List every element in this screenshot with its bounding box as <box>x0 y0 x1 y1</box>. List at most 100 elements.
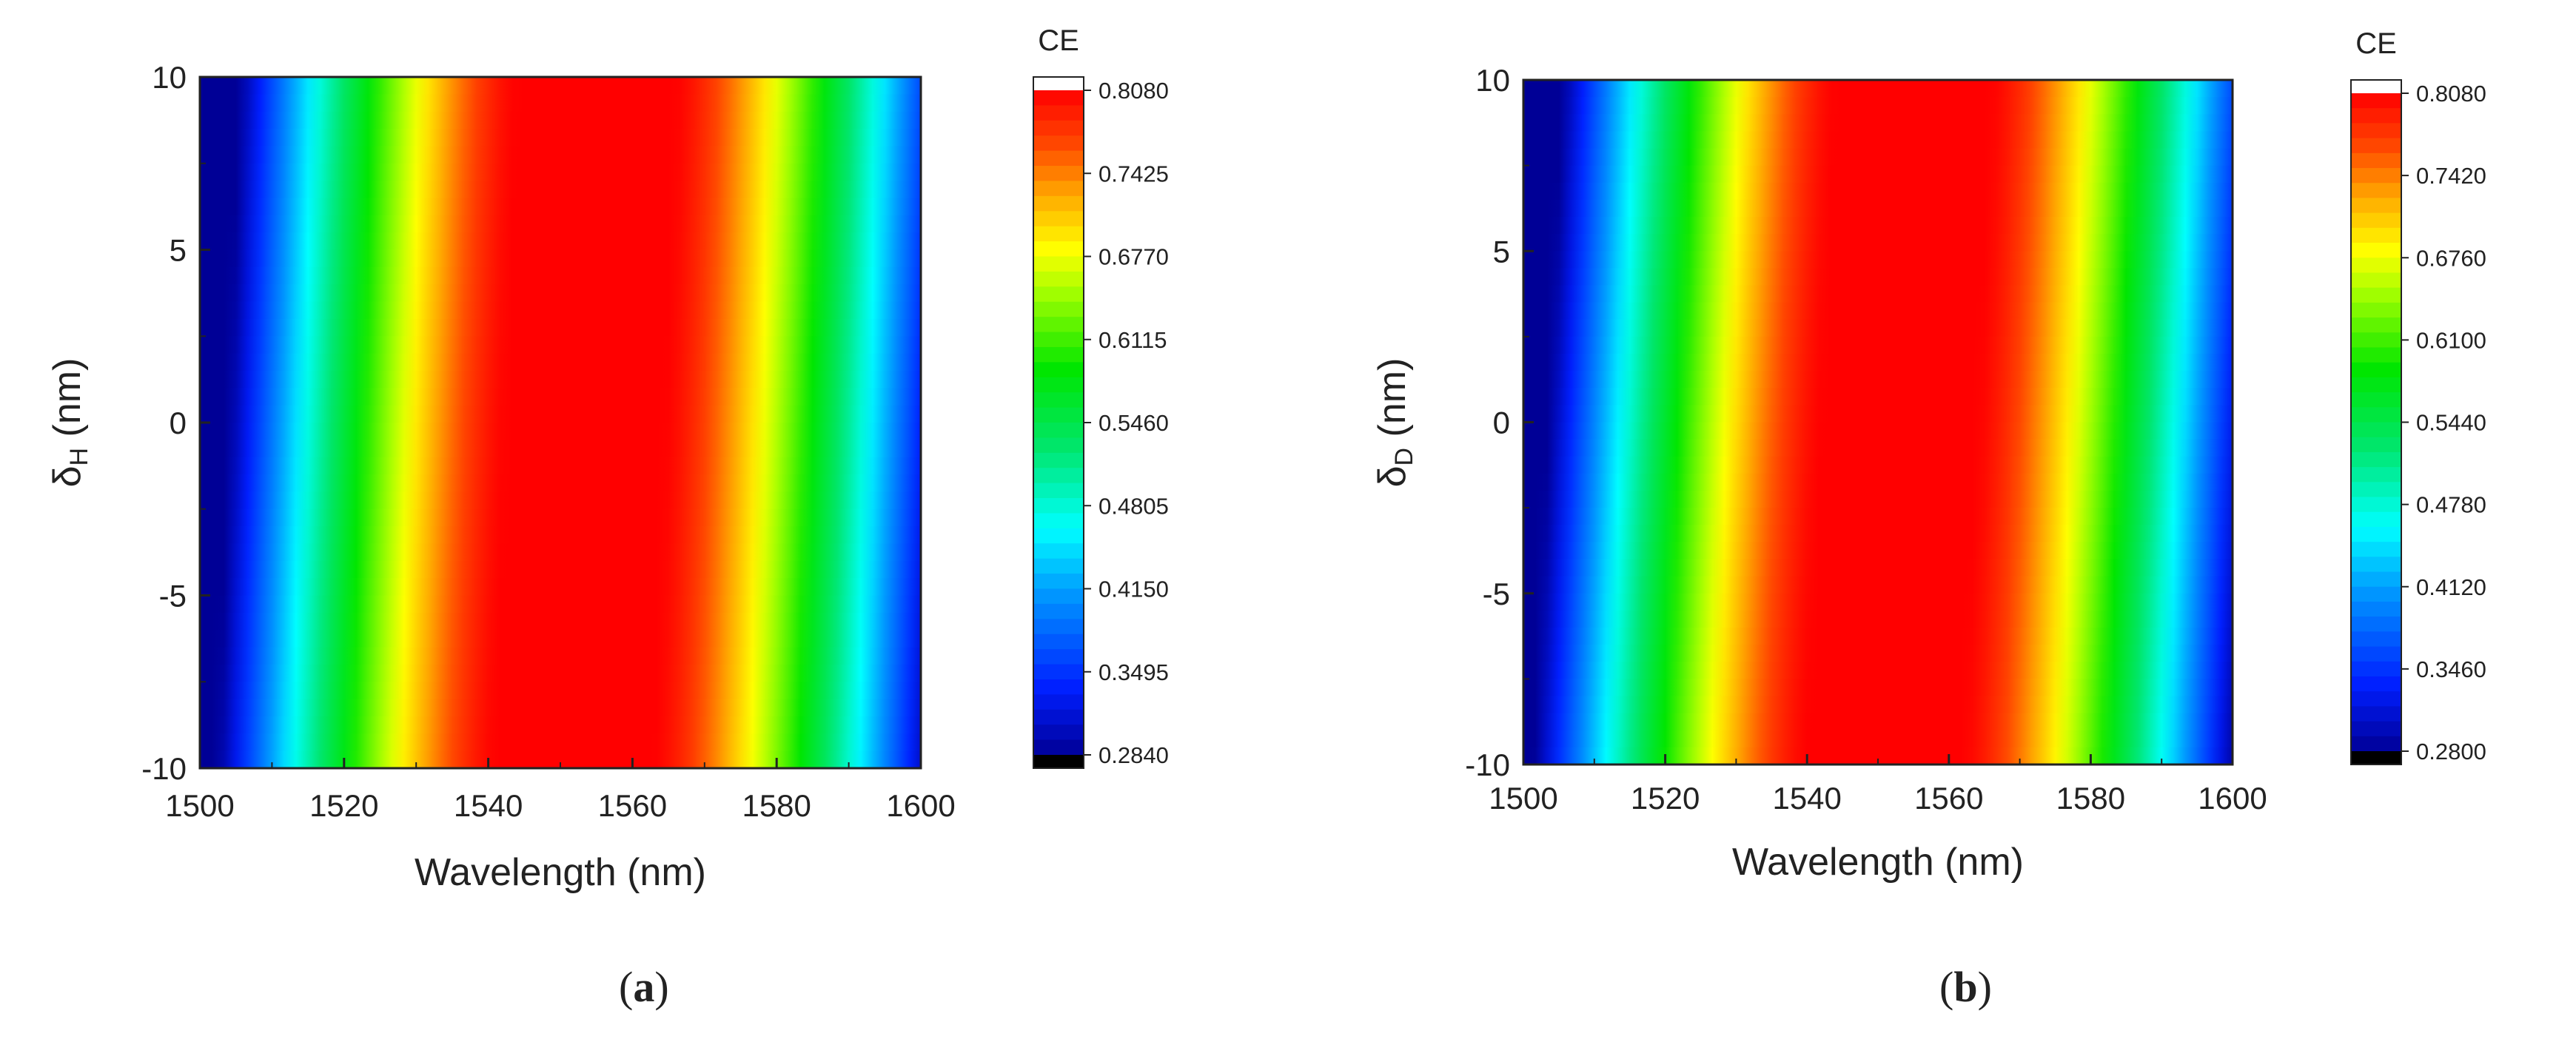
heatmap-row <box>200 647 921 665</box>
colorbar-over-cap <box>2351 80 2401 93</box>
colorbar-tick-label: 0.6115 <box>1099 327 1167 353</box>
heatmap-row <box>1523 628 2233 645</box>
colorbar-under-cap <box>1033 755 1084 768</box>
colorbar-segment <box>2351 212 2401 229</box>
heatmap-row <box>1523 114 2233 132</box>
x-tick-label: 1580 <box>2056 781 2125 816</box>
colorbar-segment <box>2351 616 2401 632</box>
heatmap-row <box>200 163 921 181</box>
colorbar-segment <box>1033 725 1084 741</box>
heatmap-row <box>1523 508 2233 525</box>
heatmap-row <box>1523 199 2233 218</box>
colorbar-segment <box>2351 347 2401 363</box>
colorbar-segment <box>2351 661 2401 677</box>
heatmap-row <box>200 215 921 233</box>
colorbar-segment <box>2351 526 2401 542</box>
colorbar-segment <box>2351 168 2401 184</box>
colorbar-segment <box>1033 437 1084 454</box>
heatmap-row <box>200 491 921 510</box>
colorbar-segment <box>1033 362 1084 378</box>
y-tick-label: -5 <box>1483 577 1510 611</box>
heatmap-row <box>1523 319 2233 337</box>
colorbar-segment <box>2351 571 2401 588</box>
heatmap-row <box>200 77 921 95</box>
colorbar-segment <box>1033 483 1084 499</box>
colorbar-segment <box>2351 407 2401 423</box>
colorbar-tick-label: 0.3460 <box>2416 656 2486 682</box>
colorbar-segment <box>1033 603 1084 619</box>
heatmap-row <box>200 612 921 631</box>
colorbar-a: 0.8080 0.7425 0.6770 0.6115 0.5460 0.4805 0.41… <box>1033 76 1169 769</box>
heatmap-row <box>200 336 921 354</box>
heatmap-row <box>200 630 921 648</box>
colorbar-segment <box>2351 138 2401 154</box>
colorbar-segment <box>1033 377 1084 393</box>
colorbar-segment <box>2351 542 2401 557</box>
heatmap-row <box>1523 388 2233 406</box>
heatmap-row <box>200 301 921 320</box>
colorbar-tick-label: 0.2840 <box>1099 742 1169 768</box>
colorbar-segment <box>1033 332 1084 348</box>
heatmap-row <box>1523 576 2233 594</box>
heatmap-row <box>200 405 921 423</box>
colorbar-segment <box>2351 332 2401 349</box>
colorbar-segment <box>1033 120 1084 136</box>
heatmap-row <box>1523 473 2233 491</box>
colorbar-segment <box>1033 271 1084 287</box>
colorbar-segment <box>1033 407 1084 423</box>
colorbar-title-a: CE <box>1038 24 1079 57</box>
heatmap-row <box>200 181 921 199</box>
heatmap-row <box>200 353 921 372</box>
heatmap-row <box>1523 559 2233 577</box>
x-tick-label: 1500 <box>165 788 234 823</box>
heatmap-row <box>1523 662 2233 679</box>
colorbar-segment <box>1033 649 1084 665</box>
colorbar-segment <box>1033 709 1084 725</box>
heatmap-row <box>200 423 921 440</box>
colorbar-segment <box>2351 377 2401 393</box>
y-tick-label: 0 <box>170 406 187 440</box>
heatmap-row <box>1523 713 2233 731</box>
colorbar-segment <box>2351 706 2401 722</box>
heatmap-row <box>1523 285 2233 303</box>
colorbar-segment <box>1033 166 1084 182</box>
heatmap-row <box>200 682 921 700</box>
colorbar-tick-label: 0.4120 <box>2416 574 2486 600</box>
heatmap-row <box>200 318 921 337</box>
y-axis-label-b: δD (nm) <box>1371 358 1418 488</box>
x-tick-label: 1600 <box>2198 781 2267 816</box>
colorbar-segment <box>1033 633 1084 650</box>
x-tick-label: 1560 <box>1914 781 1983 816</box>
colorbar-title-b: CE <box>2355 27 2397 60</box>
colorbar-segment <box>2351 422 2401 438</box>
heatmap-row <box>1523 182 2233 201</box>
colorbar-segment <box>1033 286 1084 303</box>
y-axis-a: 10 5 0 -5 -10 <box>141 60 210 786</box>
colorbar-tick-label: 0.2800 <box>2416 739 2486 764</box>
colorbar-tick-label: 0.7420 <box>2416 163 2486 189</box>
heatmap-row <box>200 94 921 112</box>
colorbar-segment <box>2351 108 2401 124</box>
heatmap-row <box>1523 422 2233 440</box>
colorbar-segment <box>2351 451 2401 468</box>
heatmap-row <box>200 595 921 614</box>
colorbar-segment <box>2351 287 2401 303</box>
colorbar-segment <box>1033 619 1084 635</box>
heatmap-row <box>1523 302 2233 320</box>
colorbar-segment <box>1033 739 1084 756</box>
y-tick-label: -5 <box>159 579 187 614</box>
colorbar-tick-label: 0.6100 <box>2416 327 2486 353</box>
heatmap-row <box>200 526 921 545</box>
chart-a: 1500 1520 1540 1560 1580 1600 10 5 0 -5 -10 Wavel… <box>46 24 1169 894</box>
heatmap-row <box>1523 439 2233 457</box>
colorbar-segment <box>2351 631 2401 648</box>
heatmap-row <box>200 578 921 596</box>
x-tick-label: 1520 <box>1631 781 1700 816</box>
colorbar-b: 0.8080 0.7420 0.6760 0.6100 0.5440 0.4780 0.41… <box>2350 79 2486 765</box>
heatmap-row <box>1523 610 2233 628</box>
y-tick-label: 5 <box>1493 234 1510 269</box>
colorbar-segment <box>1033 679 1084 695</box>
x-axis-a: 1500 1520 1540 1560 1580 1600 <box>165 758 956 823</box>
colorbar-segment <box>1033 543 1084 559</box>
heatmap-row <box>1523 645 2233 662</box>
